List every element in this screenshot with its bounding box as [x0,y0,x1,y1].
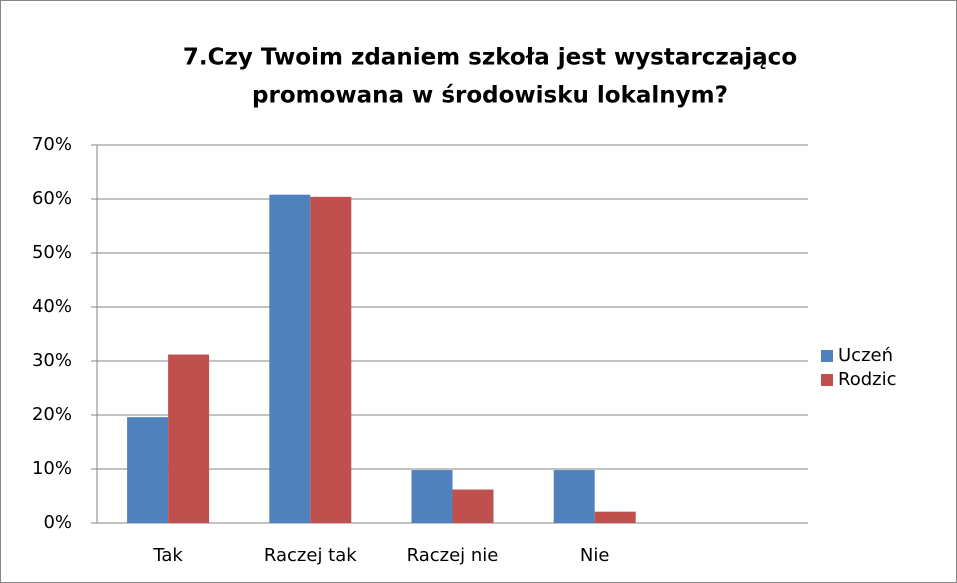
chart-title: 7.Czy Twoim zdaniem szkoła jest wystarcz… [183,45,797,71]
y-tick-label: 30% [32,350,72,371]
x-tick-label: Raczej nie [407,545,499,566]
y-tick-label: 70% [32,134,72,155]
bar [553,470,595,523]
chart-title: promowana w środowisku lokalnym? [252,83,728,109]
x-tick-label: Tak [152,545,183,566]
legend-label: Uczeń [838,345,893,366]
y-tick-label: 40% [32,296,72,317]
y-tick-label: 10% [32,458,72,479]
legend-swatch [821,350,833,362]
bar [594,511,636,523]
bar [411,470,453,523]
bar [168,354,210,523]
bar [310,196,352,523]
x-tick-label: Raczej tak [264,545,357,566]
y-tick-label: 0% [43,512,72,533]
y-tick-label: 20% [32,404,72,425]
legend-label: Rodzic [838,369,896,390]
bar [452,489,494,523]
y-tick-label: 50% [32,242,72,263]
bar [269,194,311,523]
y-tick-label: 60% [32,188,72,209]
legend-swatch [821,374,833,386]
x-tick-label: Nie [580,545,610,566]
bar [127,417,169,523]
